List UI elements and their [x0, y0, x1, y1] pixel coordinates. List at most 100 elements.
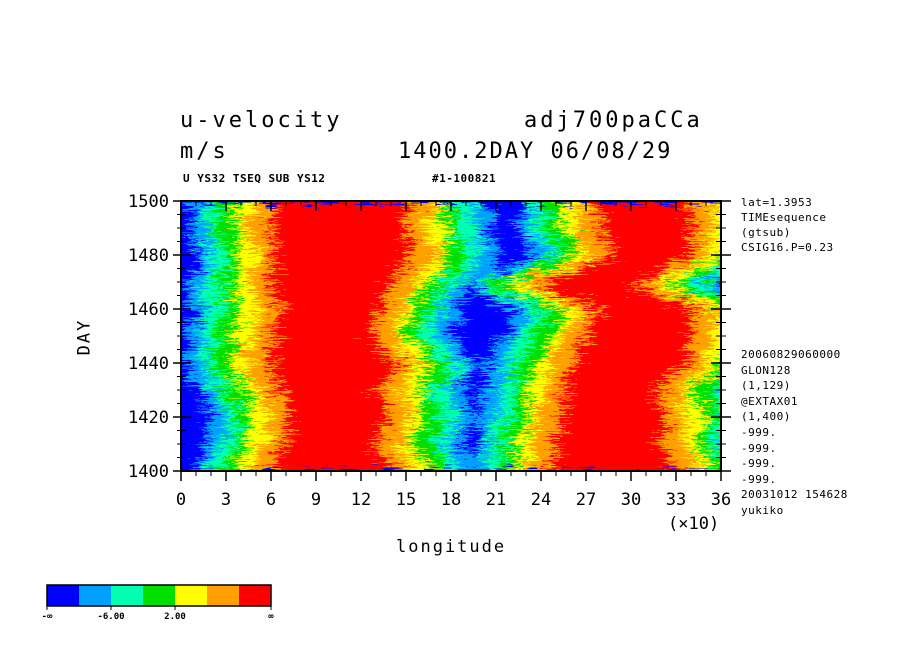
heatmap-cell	[588, 317, 689, 322]
x-tick-label: 36	[711, 490, 731, 510]
heatmap-cell	[583, 265, 665, 270]
y-tick-label: 1480	[128, 246, 169, 266]
heatmap-cell	[281, 261, 413, 266]
colorbar: -∞ -6.00 2.00 ∞	[42, 584, 274, 622]
heatmap-cell	[286, 397, 385, 402]
colorbar-swatch	[175, 585, 208, 606]
heatmap-cell	[276, 445, 368, 450]
heatmap-cell	[557, 293, 651, 298]
x-tick-label: 6	[266, 490, 276, 510]
heatmap-cell	[284, 301, 389, 306]
heatmap-cell	[582, 333, 687, 338]
heatmap-cell	[268, 345, 376, 350]
heatmap-cell	[273, 313, 372, 318]
side-info-line: -999.	[741, 472, 777, 486]
heatmap-cell	[559, 401, 656, 406]
heatmap-cell	[556, 417, 662, 422]
side-info-line: GLON128	[741, 363, 791, 377]
heatmap-cell	[279, 321, 377, 326]
heatmap-plot-area	[181, 201, 721, 471]
y-tick-label: 1420	[128, 408, 169, 428]
heatmap-cell	[595, 313, 694, 318]
experiment-name: adj700paCCa	[524, 108, 703, 133]
heatmap-cell	[610, 225, 701, 230]
heatmap-cell	[611, 241, 695, 246]
heatmap-cell	[554, 277, 642, 282]
heatmap-cell	[271, 213, 407, 218]
heatmap-cell	[272, 461, 387, 466]
heatmap-cell	[559, 421, 665, 426]
heatmap-cell	[595, 201, 686, 206]
heatmap-cell	[618, 245, 700, 250]
heatmap-cell	[288, 405, 387, 410]
heatmap-cell	[573, 273, 659, 278]
x-tick-label: 33	[666, 490, 686, 510]
heatmap-cell	[277, 337, 377, 342]
heatmap-cell	[592, 301, 688, 306]
side-info-line: 20031012 154628	[741, 488, 848, 502]
heatmap-cell	[288, 401, 386, 406]
heatmap-cell	[274, 317, 373, 322]
subtitle-right: #1-100821	[432, 172, 497, 185]
heatmap-cell	[559, 429, 665, 434]
side-info-line: 20060829060000	[741, 348, 841, 361]
heatmap-cell	[265, 357, 387, 362]
subtitle-left: U YS32 TSEQ SUB YS12	[183, 172, 326, 185]
side-info-line: (gtsub)	[741, 226, 791, 239]
heatmap-cell	[267, 201, 403, 206]
heatmap-cell	[567, 405, 667, 410]
heatmap-cell	[276, 453, 379, 458]
heatmap-cell	[277, 385, 381, 390]
side-info-line: (1,400)	[741, 410, 791, 424]
heatmap-cell	[278, 457, 387, 462]
heatmap-cell	[561, 377, 663, 382]
heatmap-cell	[270, 249, 406, 254]
heatmap-cell	[294, 433, 388, 438]
x-tick-label: 24	[531, 490, 551, 510]
heatmap-cell	[265, 237, 401, 242]
heatmap-cell	[293, 417, 392, 422]
colorbar-label: -∞	[42, 612, 53, 622]
colorbar-swatch	[111, 585, 144, 606]
heatmap-cell	[282, 241, 418, 246]
side-info-top: lat=1.3953 TIMEsequence (gtsub) CSIG16.P…	[741, 195, 834, 255]
heatmap-cell	[286, 393, 385, 398]
heatmap-cell	[278, 465, 398, 470]
side-info-line: -999.	[741, 441, 777, 455]
heatmap-cell	[572, 361, 685, 366]
heatmap-cell	[598, 237, 684, 242]
heatmap-cell	[275, 325, 373, 330]
colorbar-swatch	[207, 585, 240, 606]
heatmap-cell	[269, 373, 386, 378]
heatmap-cell	[604, 217, 695, 222]
x-tick-label: 15	[396, 490, 416, 510]
heatmap-cell	[559, 449, 669, 454]
heatmap-cell	[264, 217, 400, 222]
heatmap-cell	[595, 233, 683, 238]
heatmap-cell	[576, 349, 685, 354]
heatmap-cell	[551, 437, 657, 442]
side-info-bottom: 20060829060000 GLON128 (1,129) @EXTAX01 …	[741, 347, 848, 519]
heatmap-cell	[269, 297, 378, 302]
x-multiplier-label: (×10)	[668, 514, 720, 534]
datetime-label: 1400.2DAY 06/08/29	[398, 139, 673, 164]
heatmap-cell	[554, 445, 661, 450]
heatmap-cell	[604, 213, 695, 218]
heatmap-cell	[571, 393, 664, 398]
heatmap-cell	[568, 389, 660, 394]
heatmap-cell	[267, 329, 365, 334]
side-info-line: -999.	[741, 457, 777, 471]
heatmap-cell	[539, 285, 631, 290]
x-tick-label: 3	[221, 490, 231, 510]
heatmap-cell	[290, 441, 382, 446]
heatmap-cell	[279, 209, 415, 214]
heatmap-cell	[274, 293, 386, 298]
heatmap-cell	[266, 349, 379, 354]
heatmap-cell	[281, 381, 390, 386]
colorbar-label: 2.00	[164, 612, 186, 622]
heatmap-cell	[289, 409, 388, 414]
colorbar-label: -6.00	[97, 612, 124, 622]
heatmap-cell	[265, 365, 391, 370]
heatmap-cell	[286, 421, 384, 426]
